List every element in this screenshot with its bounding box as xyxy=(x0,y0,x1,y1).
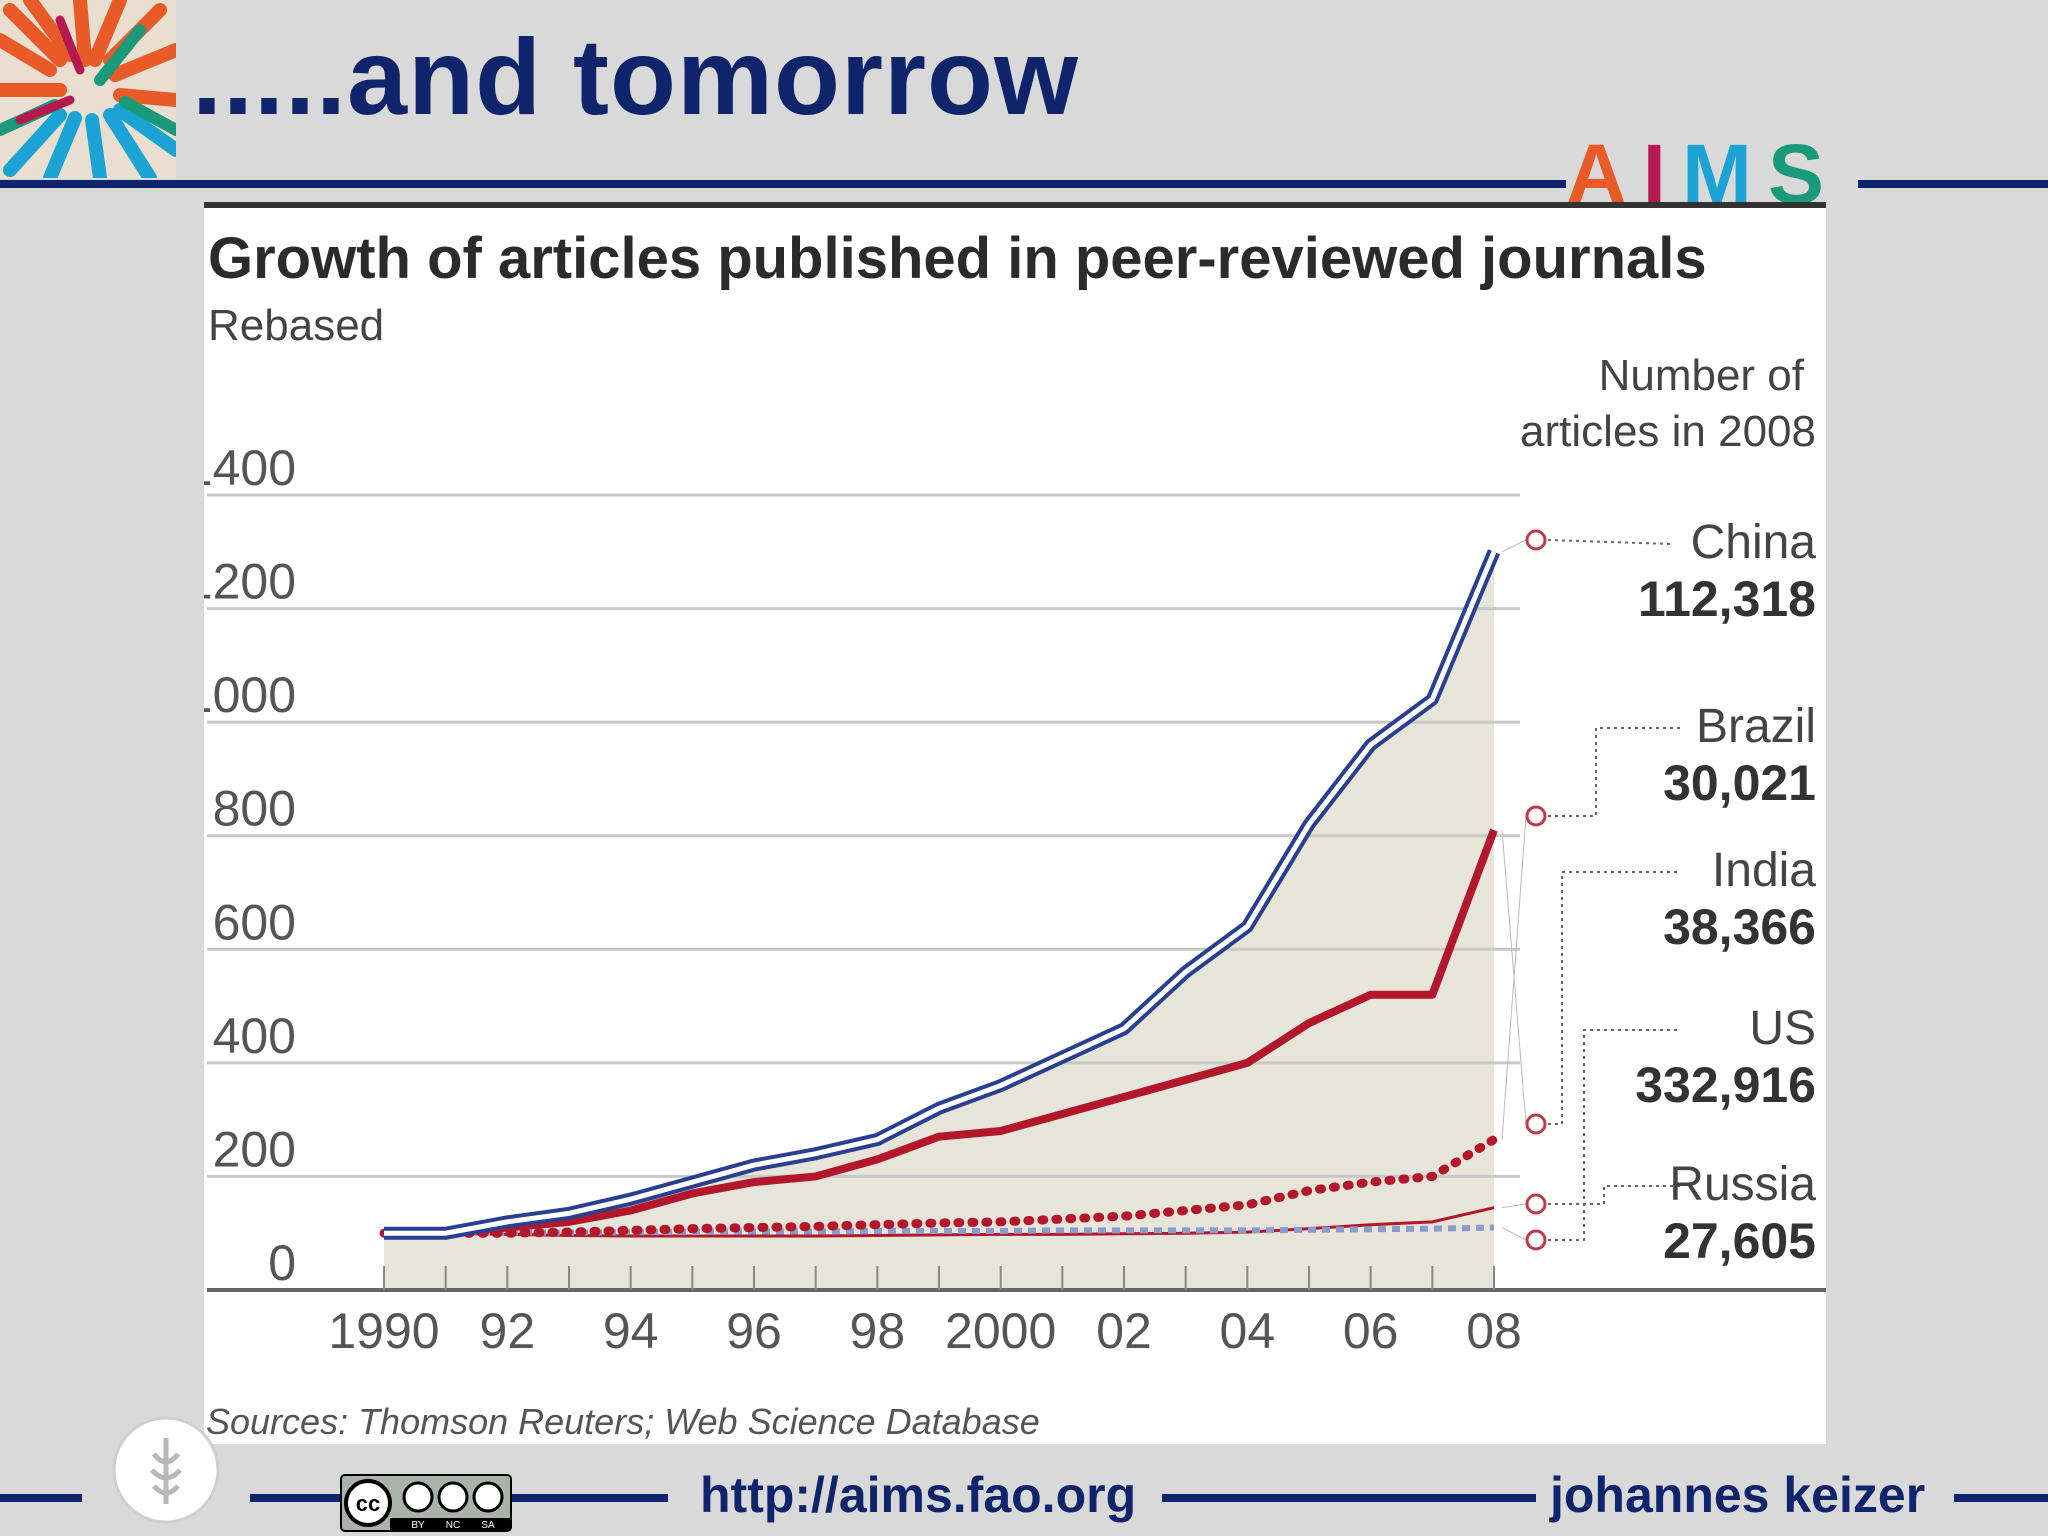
y-tick-label: 0 xyxy=(268,1235,296,1291)
svg-text:BY: BY xyxy=(411,1520,425,1531)
series-russia-end-tick xyxy=(1501,1203,1527,1209)
x-tick-label: 04 xyxy=(1220,1303,1276,1359)
series-brazil-line xyxy=(379,1135,1499,1238)
slide-title: .....and tomorrow xyxy=(192,16,1080,137)
x-tick-label: 94 xyxy=(603,1303,659,1359)
series-india-count: 38,366 xyxy=(1663,899,1816,955)
y-tick-label: 800 xyxy=(213,781,296,837)
svg-text:SA: SA xyxy=(481,1520,495,1531)
series-us-end-marker xyxy=(1525,1229,1547,1251)
x-tick-label: 06 xyxy=(1343,1303,1399,1359)
svg-text:cc: cc xyxy=(356,1491,380,1516)
series-us-leader xyxy=(1548,1029,1680,1241)
footer-rule-1 xyxy=(0,1494,82,1502)
plot-area: 0 200 400 600 800 1000 1200 1400 1990 92 94 96 98 200… xyxy=(204,440,1826,1359)
series-russia-count: 27,605 xyxy=(1663,1213,1816,1269)
tree-logo-icon xyxy=(0,0,176,178)
chart-subtitle: Rebased xyxy=(208,301,384,350)
series-us-count: 332,916 xyxy=(1635,1057,1816,1113)
y-tick-label: 200 xyxy=(213,1121,296,1177)
x-tick-label: 96 xyxy=(726,1303,782,1359)
y-tick-label: 1200 xyxy=(204,554,296,610)
chart-title: Growth of articles published in peer-rev… xyxy=(208,226,1707,291)
series-india-end-tick xyxy=(1501,829,1527,1125)
x-tick-label: 02 xyxy=(1096,1303,1152,1359)
footer-author: johannes keizer xyxy=(1550,1467,1926,1523)
series-brazil-leader xyxy=(1548,727,1680,817)
series-india-end-marker xyxy=(1525,1113,1547,1135)
y-tick-label: 600 xyxy=(213,894,296,950)
series-russia-end-marker xyxy=(1525,1193,1547,1215)
series-us-label: US xyxy=(1749,1002,1816,1055)
series-china-label: China xyxy=(1691,516,1817,569)
series-china-end-marker xyxy=(1525,529,1547,551)
y-tick-label: 1400 xyxy=(204,440,296,496)
line-chart: Growth of articles published in peer-rev… xyxy=(204,202,1826,1442)
footer-rule-3 xyxy=(1162,1494,1536,1502)
series-brazil-label: Brazil xyxy=(1696,700,1816,753)
y-tick-label: 1000 xyxy=(204,667,296,723)
x-tick-label: 98 xyxy=(850,1303,906,1359)
series-india-line xyxy=(384,828,1498,1238)
series-china-leader xyxy=(1547,539,1671,545)
header-rule-right xyxy=(1858,180,2048,188)
creative-commons-badge-icon: cc BY NC SA xyxy=(340,1474,512,1532)
footer-url-link[interactable]: http://aims.fao.org xyxy=(700,1467,1137,1523)
series-china-line-inner xyxy=(384,550,1497,1236)
series-us-end-tick xyxy=(1501,1227,1527,1241)
x-tick-label: 2000 xyxy=(945,1303,1056,1359)
series-russia-leader xyxy=(1548,1185,1680,1205)
chart-area-fill xyxy=(384,551,1494,1290)
legend-heading-line2: articles in 2008 xyxy=(1520,407,1816,456)
x-tick-label: 1990 xyxy=(328,1303,439,1359)
series-russia-label: Russia xyxy=(1669,1158,1816,1211)
series-china-count: 112,318 xyxy=(1638,571,1816,627)
series-china-end-tick xyxy=(1501,539,1527,553)
series-brazil-count: 30,021 xyxy=(1663,755,1816,811)
series-india-leader xyxy=(1548,871,1680,1125)
svg-text:NC: NC xyxy=(446,1520,460,1531)
series-brazil-end-marker xyxy=(1525,805,1547,827)
fao-logo-icon xyxy=(112,1416,220,1524)
chart-panel: Growth of articles published in peer-rev… xyxy=(204,202,1826,1444)
header-rule-left xyxy=(0,180,1566,188)
y-tick-label: 400 xyxy=(213,1008,296,1064)
chart-source: Sources: Thomson Reuters; Web Science Da… xyxy=(206,1401,1040,1442)
series-india-label: India xyxy=(1712,844,1816,897)
footer-rule-4 xyxy=(1954,1494,2048,1502)
x-tick-label: 08 xyxy=(1466,1303,1522,1359)
aims-letter-i: I xyxy=(1642,127,1683,221)
legend-heading-line1: Number of xyxy=(1599,351,1805,400)
chart-top-rule xyxy=(204,202,1826,208)
x-tick-label: 92 xyxy=(480,1303,536,1359)
